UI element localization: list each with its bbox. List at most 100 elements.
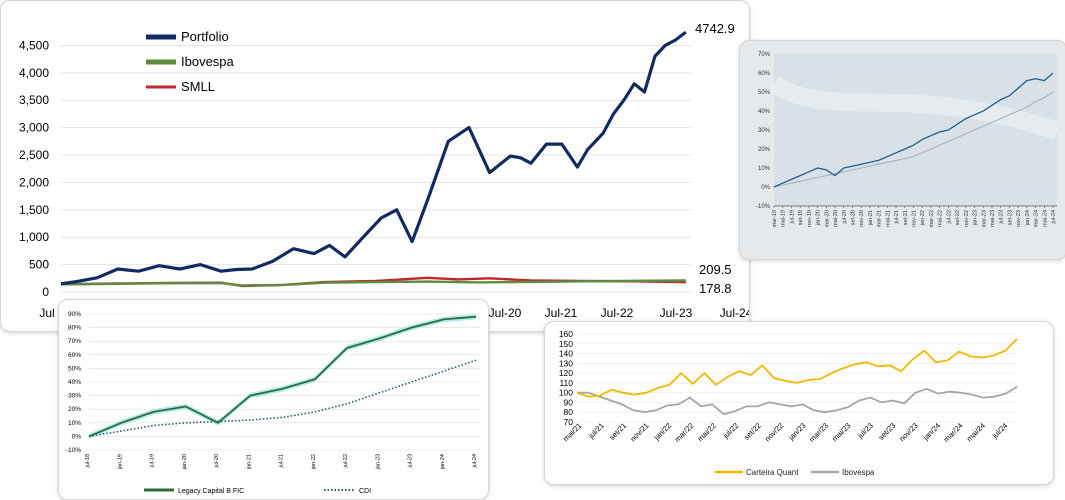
x-tick-label: jul-24	[472, 454, 478, 468]
x-tick-label: set/22	[742, 421, 763, 442]
x-tick-label: mai-19	[781, 210, 787, 227]
x-tick-label: jan-21	[246, 454, 252, 470]
y-tick-label: 10%	[758, 166, 771, 172]
x-tick-label: nov/23	[897, 421, 919, 443]
x-tick-label: mar-20	[824, 210, 830, 227]
x-tick-label: mar/24	[942, 421, 965, 444]
x-tick-label: mai/22	[696, 421, 718, 443]
x-tick-label: jan-19	[117, 454, 123, 470]
y-tick-label: 50%	[68, 365, 81, 372]
x-tick-label: set-19	[798, 210, 804, 225]
x-tick-label: Jul-20	[489, 306, 522, 320]
x-tick-label: set-21	[903, 210, 909, 225]
y-tick-label: 30%	[68, 393, 81, 400]
x-tick-label: mai-24	[1042, 210, 1048, 227]
y-tick-label: 2,500	[19, 148, 49, 162]
x-tick-label: mar-22	[929, 210, 935, 227]
x-tick-label: jan-24	[1025, 210, 1031, 226]
series-line-grey	[773, 91, 1054, 188]
y-tick-label: 2,000	[19, 175, 49, 189]
x-tick-label: jul/23	[855, 421, 875, 441]
x-tick-label: mai/24	[965, 421, 987, 443]
legacy-capital-chart-panel: -10% 0% 10% 20% 30% 40% 50% 60% 70% 80% 90% jul-18…	[58, 299, 489, 500]
x-tick-label: jul-21	[894, 210, 900, 224]
portfolio-chart: 0 500 1,000 1,500 2,000 2,500 3,000 3,500 4,000 4…	[19, 21, 749, 320]
x-tick-label: mar/22	[673, 421, 696, 444]
x-tick-label: jul-19	[150, 454, 156, 468]
x-tick-label: set-23	[1007, 210, 1013, 225]
y-tick-label: 500	[29, 258, 49, 272]
y-tick-label: 60%	[758, 71, 771, 77]
x-tick-label: Jul-23	[660, 306, 693, 320]
series-line-cdi	[88, 359, 477, 438]
x-tick-label: mar-24	[1034, 210, 1040, 227]
y-tick-label: 90%	[68, 311, 81, 318]
y-tick-label: 70%	[68, 338, 81, 345]
legend-label-smll: SMLL	[181, 79, 215, 94]
x-tick-label: mai-23	[990, 210, 996, 227]
x-tick-label: jul-24	[1051, 210, 1057, 224]
x-tick-label: jan/24	[921, 421, 943, 443]
carteira-quant-chart-panel: 70 80 90 100 110 120 130 140 150 160 mai/21 jul/21…	[544, 321, 1054, 485]
background-swirl	[769, 76, 1060, 140]
x-tick-label: nov-20	[859, 210, 865, 227]
x-tick-label: jan-22	[920, 210, 926, 226]
y-tick-label: -10%	[66, 447, 81, 454]
y-tick-label: 130	[559, 358, 573, 368]
series-line-blue	[773, 72, 1054, 188]
y-tick-label: 140	[559, 349, 573, 359]
y-tick-label: 70%	[758, 52, 771, 58]
x-tick-label: jul-23	[999, 210, 1005, 224]
x-tick-label: set/23	[876, 421, 897, 442]
y-tick-label: 0%	[761, 185, 770, 191]
y-tick-label: 20%	[68, 406, 81, 413]
x-tick-label: jul-18	[85, 454, 91, 468]
y-tick-label: -10%	[756, 204, 771, 210]
y-tick-label: 80%	[68, 325, 81, 332]
series-line-legacy	[88, 315, 477, 438]
x-tick-label: set-20	[850, 210, 856, 225]
x-tick-label: jan/23	[786, 421, 808, 443]
end-label-smll: 178.8	[699, 281, 732, 296]
x-tick-label: nov-21	[912, 210, 918, 227]
x-tick-label: jan-20	[182, 454, 188, 470]
x-tick-label: nov-19	[807, 210, 813, 227]
legacy-capital-chart: -10% 0% 10% 20% 30% 40% 50% 60% 70% 80% 90% jul-18…	[66, 311, 481, 495]
x-tick-label: Jul	[39, 306, 54, 320]
x-tick-label: jan-23	[973, 210, 979, 226]
x-tick-label: jan-22	[311, 454, 317, 470]
x-tick-label: jul-22	[343, 454, 349, 468]
y-tick-label: 40%	[68, 379, 81, 386]
x-tick-label: mai-21	[885, 210, 891, 227]
x-tick-label: mai/23	[830, 421, 852, 443]
x-tick-label: jul-20	[214, 454, 220, 468]
y-tick-label: 110	[559, 378, 573, 388]
x-tick-label: jul-23	[408, 454, 414, 468]
y-tick-label: 100	[559, 388, 573, 398]
y-tick-label: 50%	[758, 90, 771, 96]
y-tick-label: 3,500	[19, 93, 49, 107]
x-tick-label: set/21	[607, 421, 628, 442]
x-tick-label: jan/22	[652, 421, 674, 443]
legend-label-ibovespa: Ibovespa	[181, 54, 235, 69]
series-line-portfolio	[60, 30, 687, 286]
y-tick-label: 30%	[758, 128, 771, 134]
portfolio-chart-panel: 0 500 1,000 1,500 2,000 2,500 3,000 3,500 4,000 4…	[0, 0, 750, 332]
plot-area	[774, 54, 1057, 206]
y-tick-label: 60%	[68, 352, 81, 359]
y-tick-label: 0	[42, 285, 49, 299]
x-tick-label: jan-24	[440, 454, 446, 470]
end-label-portfolio: 4742.9	[695, 21, 735, 36]
mini-chart-background	[769, 54, 1060, 206]
x-tick-label: mar/23	[807, 421, 830, 444]
x-tick-label: nov/22	[763, 421, 785, 443]
y-tick-label: 0%	[72, 433, 82, 440]
y-tick-label: 4,500	[19, 38, 49, 52]
x-tick-label: jan-23	[375, 454, 381, 470]
y-tick-label: 10%	[68, 420, 81, 427]
y-tick-label: 160	[559, 329, 573, 339]
y-tick-label: 80	[564, 407, 574, 417]
x-tick-label: jan-21	[868, 210, 874, 226]
y-tick-label: 40%	[758, 109, 771, 115]
y-tick-label: 90	[564, 397, 574, 407]
